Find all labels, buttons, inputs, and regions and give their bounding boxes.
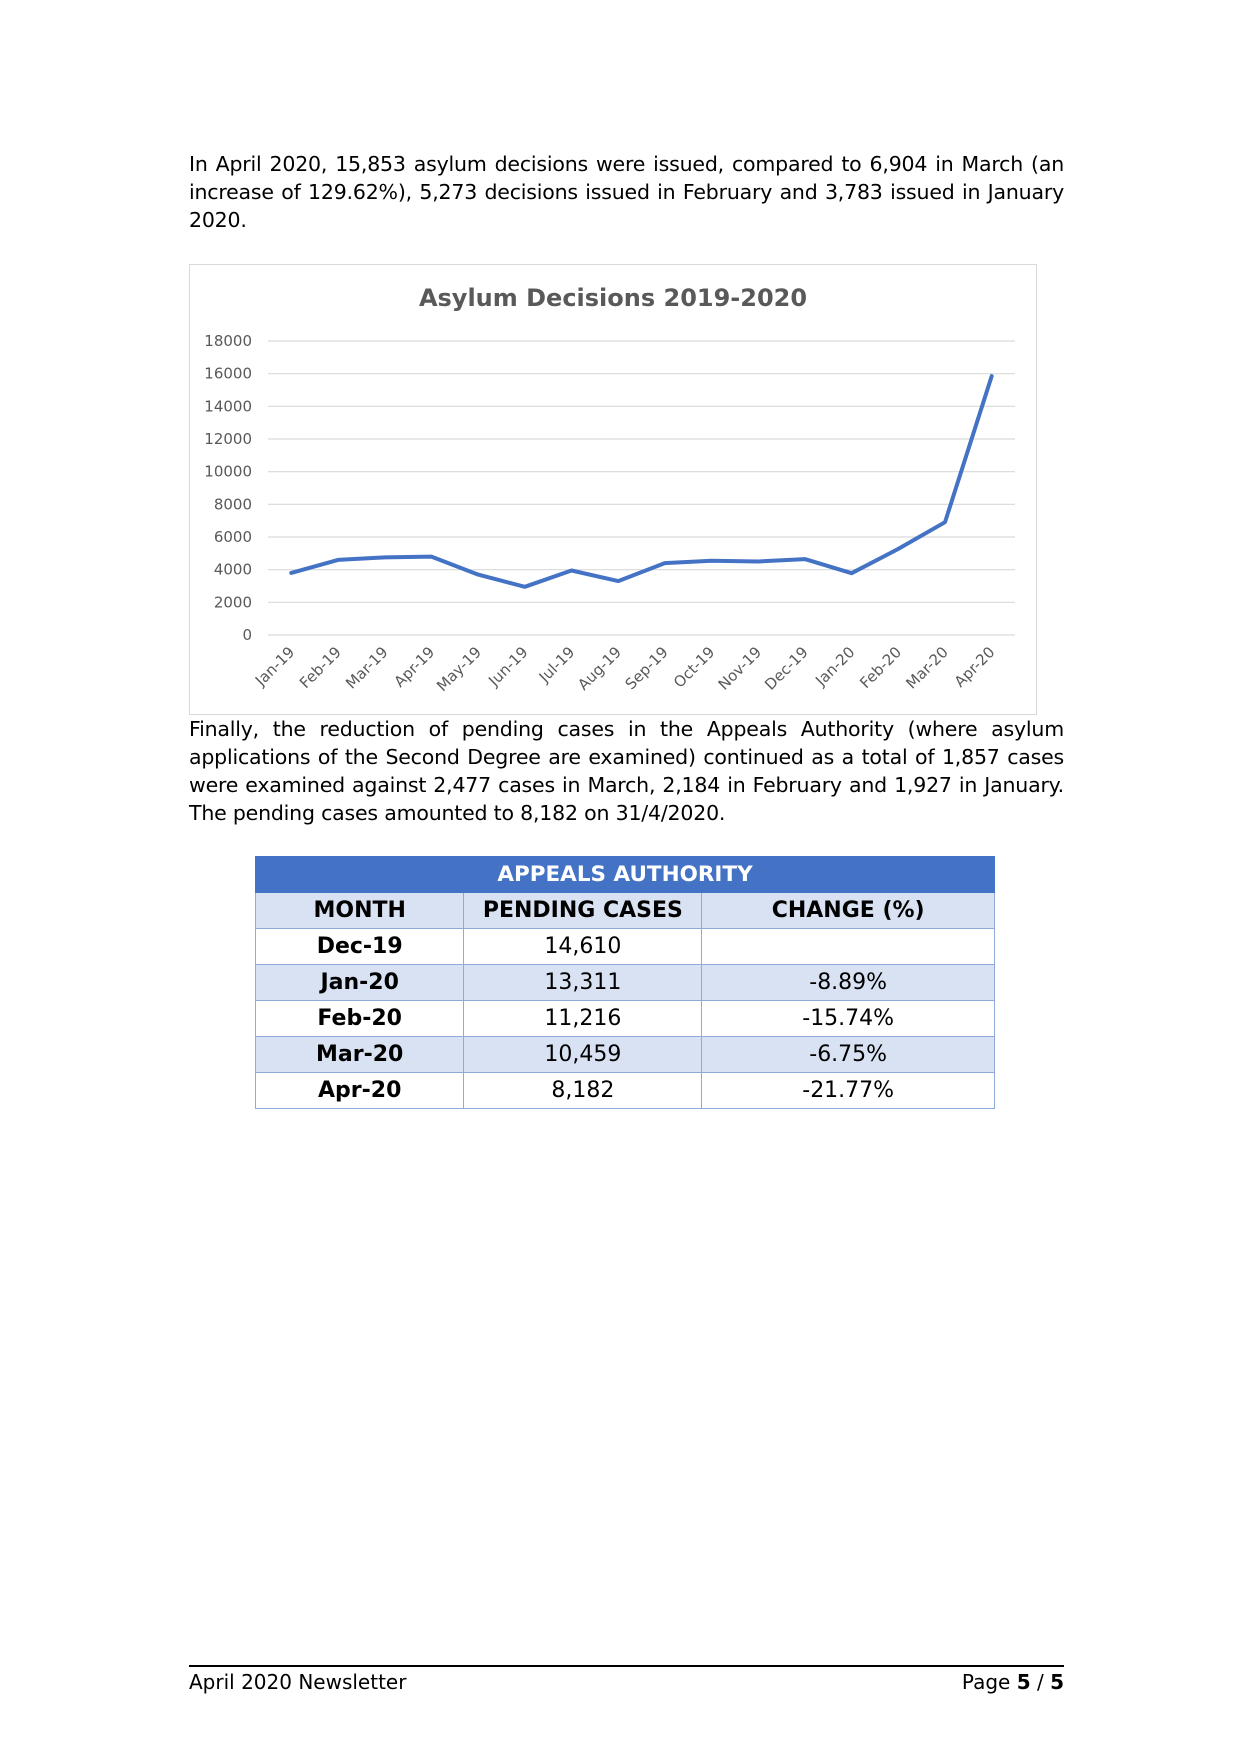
change-cell [701, 928, 995, 965]
column-header-change: CHANGE (%) [701, 892, 995, 929]
footer-divider [189, 1665, 1064, 1667]
month-cell: Apr-20 [254, 1072, 465, 1109]
appeals-authority-table: APPEALS AUTHORITY MONTH PENDING CASES CH… [254, 856, 995, 1109]
chart-title: Asylum Decisions 2019-2020 [418, 284, 808, 312]
x-tick-label: Feb-20 [856, 643, 905, 692]
page-current: 5 [1016, 1670, 1031, 1694]
footer-newsletter-title: April 2020 Newsletter [189, 1670, 407, 1694]
intro-paragraph: In April 2020, 15,853 asylum decisions w… [189, 152, 1064, 232]
x-tick-label: Sep-19 [622, 643, 672, 693]
y-tick-label: 14000 [204, 397, 252, 415]
column-header-pending-cases: PENDING CASES [463, 892, 703, 929]
table-row: Feb-20 11,216 -15.74% [254, 1000, 995, 1037]
x-tick-label: Apr-20 [951, 643, 999, 691]
month-cell: Mar-20 [254, 1036, 465, 1073]
y-tick-label: 16000 [204, 365, 252, 383]
y-tick-label: 18000 [204, 332, 252, 350]
x-tick-label: Nov-19 [715, 643, 765, 693]
pending-cases-cell: 8,182 [463, 1072, 703, 1109]
x-tick-label: Aug-19 [574, 643, 625, 694]
pending-cases-cell: 13,311 [463, 964, 703, 1001]
change-cell: -15.74% [701, 1000, 995, 1037]
x-tick-label: Mar-19 [342, 643, 391, 692]
pending-cases-cell: 10,459 [463, 1036, 703, 1073]
chart-canvas: 0 2000 4000 6000 8000 10000 12000 14000 16000 180… [204, 332, 1015, 695]
month-cell: Dec-19 [254, 928, 465, 965]
series-line [289, 374, 994, 589]
y-tick-label: 10000 [204, 463, 252, 481]
x-tick-label: Oct-19 [670, 643, 718, 691]
table-row: Apr-20 8,182 -21.77% [254, 1072, 995, 1109]
x-tick-label: Dec-19 [761, 643, 812, 694]
month-cell: Jan-20 [254, 964, 465, 1001]
y-tick-label: 4000 [214, 561, 252, 579]
x-tick-label: Jul-19 [535, 643, 579, 687]
month-cell: Feb-20 [254, 1000, 465, 1037]
table-title: APPEALS AUTHORITY [255, 856, 995, 893]
x-tick-label: Feb-19 [296, 643, 345, 692]
column-header-month: MONTH [254, 892, 465, 929]
page-separator: / [1030, 1670, 1051, 1694]
x-tick-label: Jun-19 [484, 643, 531, 690]
y-tick-label: 12000 [204, 430, 252, 448]
footer-page-number: Page 5 / 5 [962, 1670, 1064, 1694]
change-cell: -8.89% [701, 964, 995, 1001]
x-tick-label: May-19 [433, 643, 485, 695]
page-label: Page [961, 1670, 1017, 1694]
pending-cases-cell: 14,610 [463, 928, 703, 965]
x-tick-label: Jan-19 [251, 643, 298, 690]
y-tick-label: 8000 [214, 495, 252, 513]
table-row: Mar-20 10,459 -6.75% [254, 1036, 995, 1073]
change-cell: -6.75% [701, 1036, 995, 1073]
y-tick-label: 0 [242, 626, 252, 644]
table-row: Jan-20 13,311 -8.89% [254, 964, 995, 1001]
page-total: 5 [1050, 1670, 1064, 1694]
x-tick-label: Apr-19 [391, 643, 439, 691]
x-tick-label: Jan-20 [811, 643, 858, 690]
table-row: Dec-19 14,610 [254, 928, 995, 965]
change-cell: -21.77% [701, 1072, 995, 1109]
pending-cases-cell: 11,216 [463, 1000, 703, 1037]
asylum-decisions-chart: Asylum Decisions 2019-2020 0 2000 4000 6000… [189, 264, 1037, 715]
y-tick-label: 2000 [214, 593, 252, 611]
y-tick-label: 6000 [214, 528, 252, 546]
x-tick-label: Mar-20 [902, 643, 951, 692]
appeals-paragraph: Finally, the reduction of pending cases … [189, 717, 1064, 825]
